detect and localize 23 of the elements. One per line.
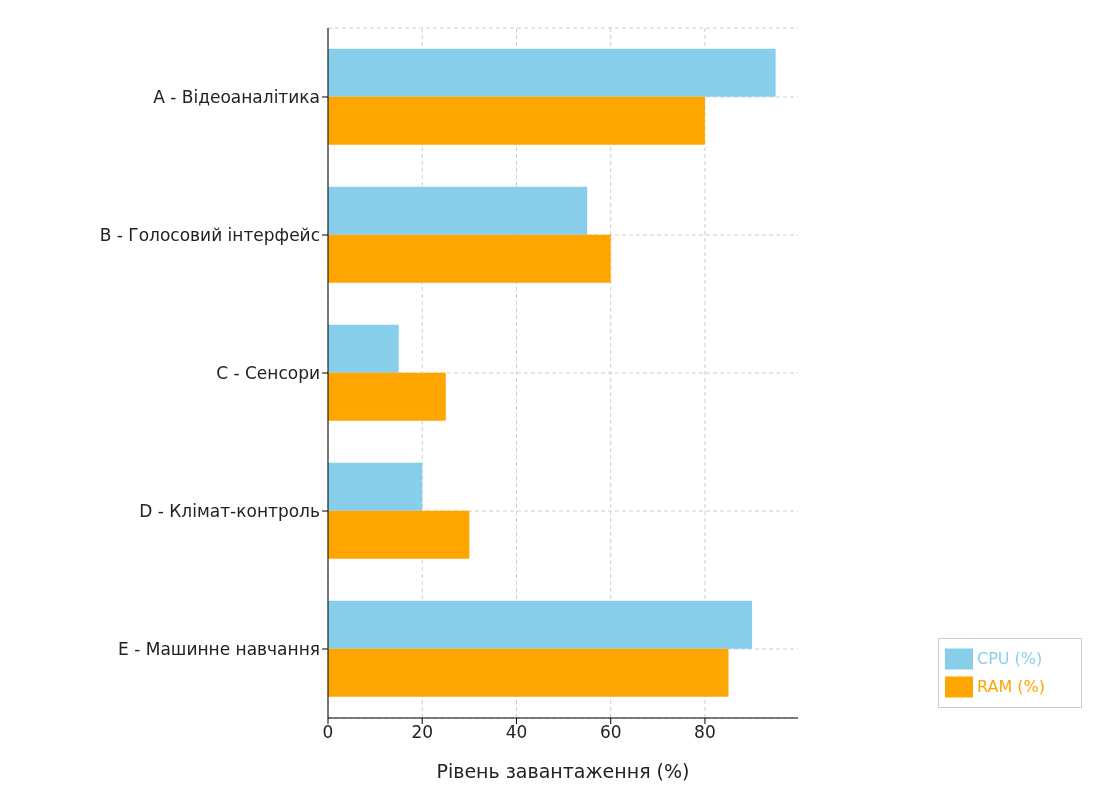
- y-tick-label: B - Голосовий інтерфейс: [99, 225, 320, 246]
- y-tick-label: E - Машинне навчання: [118, 639, 320, 660]
- x-tick-label: 20: [411, 722, 434, 743]
- y-tick-label: C - Сенсори: [216, 363, 320, 384]
- bar: [328, 462, 423, 511]
- legend-label: RAM (%): [977, 676, 1045, 696]
- x-tick-label: 80: [694, 722, 716, 743]
- legend-label: CPU (%): [977, 648, 1043, 668]
- bar: [328, 372, 446, 421]
- x-axis-title: Рівень завантаження (%): [436, 760, 690, 782]
- bar: [328, 600, 753, 649]
- x-tick-label: 40: [505, 722, 528, 743]
- y-tick-label: A - Відеоаналітика: [153, 87, 320, 108]
- bar: [328, 48, 776, 97]
- bar: [328, 234, 611, 283]
- y-tick-label: D - Клімат-контроль: [139, 501, 320, 522]
- x-tick-label: 60: [599, 722, 622, 743]
- bar: [328, 96, 705, 145]
- bar: [328, 510, 470, 559]
- bar: [328, 324, 399, 373]
- bar: [328, 648, 729, 697]
- x-tick-label: 0: [322, 722, 334, 743]
- bar: [328, 186, 588, 235]
